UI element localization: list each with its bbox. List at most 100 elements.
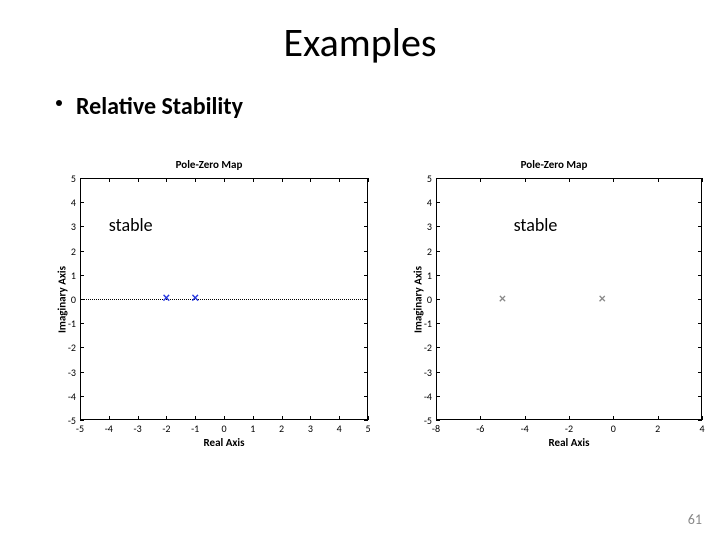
xtick-label: -6 xyxy=(472,422,488,435)
ytick xyxy=(436,178,440,179)
xtick-label: 4 xyxy=(331,422,347,435)
ytick xyxy=(80,420,84,421)
xtick xyxy=(195,416,196,420)
xtick xyxy=(310,416,311,420)
ytick xyxy=(364,275,368,276)
xtick-label: 1 xyxy=(245,422,261,435)
stability-annotation: stable xyxy=(109,214,153,236)
ytick xyxy=(698,299,702,300)
ytick xyxy=(436,323,440,324)
ytick xyxy=(364,323,368,324)
pole-zero-chart-right: Pole-Zero Map-8-6-4-2024-5-4-3-2-1012345… xyxy=(398,160,710,466)
pole-marker-icon: × xyxy=(499,292,506,306)
xtick xyxy=(138,178,139,182)
x-axis-label: Real Axis xyxy=(80,436,368,449)
pole-marker-icon: × xyxy=(191,292,198,307)
xtick xyxy=(195,178,196,182)
xtick xyxy=(702,178,703,182)
ytick xyxy=(80,178,84,179)
ytick xyxy=(364,251,368,252)
ytick xyxy=(436,275,440,276)
xtick xyxy=(224,416,225,420)
ytick xyxy=(80,396,84,397)
ytick xyxy=(698,323,702,324)
xtick xyxy=(480,416,481,420)
xtick xyxy=(310,178,311,182)
y-axis-label: Imaginary Axis xyxy=(56,250,69,350)
ytick xyxy=(436,420,440,421)
ytick xyxy=(698,226,702,227)
zero-line xyxy=(81,299,367,300)
xtick-label: 3 xyxy=(302,422,318,435)
ytick xyxy=(436,202,440,203)
xtick-label: 0 xyxy=(605,422,621,435)
chart-title: Pole-Zero Map xyxy=(42,158,376,171)
bullet-row: Relative Stability xyxy=(56,90,243,121)
xtick xyxy=(525,178,526,182)
ytick-label: 3 xyxy=(60,220,76,233)
xtick xyxy=(166,416,167,420)
ytick xyxy=(698,396,702,397)
ytick xyxy=(436,299,440,300)
ytick xyxy=(436,347,440,348)
ytick xyxy=(364,226,368,227)
ytick-label: 5 xyxy=(60,172,76,185)
ytick xyxy=(698,420,702,421)
xtick xyxy=(613,416,614,420)
stability-annotation: stable xyxy=(514,214,558,236)
xtick xyxy=(282,178,283,182)
xtick xyxy=(166,178,167,182)
xtick-label: 2 xyxy=(274,422,290,435)
xtick xyxy=(368,178,369,182)
ytick xyxy=(698,347,702,348)
xtick-label: -3 xyxy=(130,422,146,435)
ytick xyxy=(80,202,84,203)
bullet-dot-icon xyxy=(56,100,62,106)
ytick-label: 5 xyxy=(416,172,432,185)
ytick xyxy=(80,226,84,227)
xtick xyxy=(109,416,110,420)
xtick xyxy=(658,178,659,182)
xtick xyxy=(282,416,283,420)
ytick xyxy=(80,275,84,276)
xtick-label: 2 xyxy=(650,422,666,435)
xtick xyxy=(480,178,481,182)
xtick xyxy=(702,416,703,420)
ytick xyxy=(364,420,368,421)
xtick xyxy=(224,178,225,182)
ytick xyxy=(698,178,702,179)
ytick xyxy=(80,251,84,252)
bullet-text: Relative Stability xyxy=(76,92,243,121)
xtick xyxy=(339,416,340,420)
xtick-label: -4 xyxy=(101,422,117,435)
ytick-label: -3 xyxy=(416,366,432,379)
xtick-label: 0 xyxy=(216,422,232,435)
xtick xyxy=(339,178,340,182)
ytick xyxy=(364,347,368,348)
xtick xyxy=(525,416,526,420)
chart-title: Pole-Zero Map xyxy=(398,158,710,171)
ytick-label: -4 xyxy=(60,390,76,403)
plot-area xyxy=(436,178,702,420)
ytick-label: -4 xyxy=(416,390,432,403)
xtick xyxy=(109,178,110,182)
xtick-label: -1 xyxy=(187,422,203,435)
xtick xyxy=(138,416,139,420)
ytick xyxy=(698,372,702,373)
xtick xyxy=(253,178,254,182)
ytick xyxy=(80,323,84,324)
pole-zero-chart-left: Pole-Zero Map-5-4-3-2-1012345-5-4-3-2-10… xyxy=(42,160,376,466)
xtick xyxy=(569,178,570,182)
ytick xyxy=(698,251,702,252)
xtick-label: -4 xyxy=(517,422,533,435)
ytick xyxy=(436,226,440,227)
xtick xyxy=(658,416,659,420)
slide-title: Examples xyxy=(0,18,720,67)
xtick-label: 5 xyxy=(360,422,376,435)
ytick-label: -5 xyxy=(416,414,432,427)
ytick xyxy=(80,347,84,348)
xtick xyxy=(613,178,614,182)
ytick xyxy=(364,178,368,179)
xtick-label: 4 xyxy=(694,422,710,435)
page-number: 61 xyxy=(688,511,702,528)
